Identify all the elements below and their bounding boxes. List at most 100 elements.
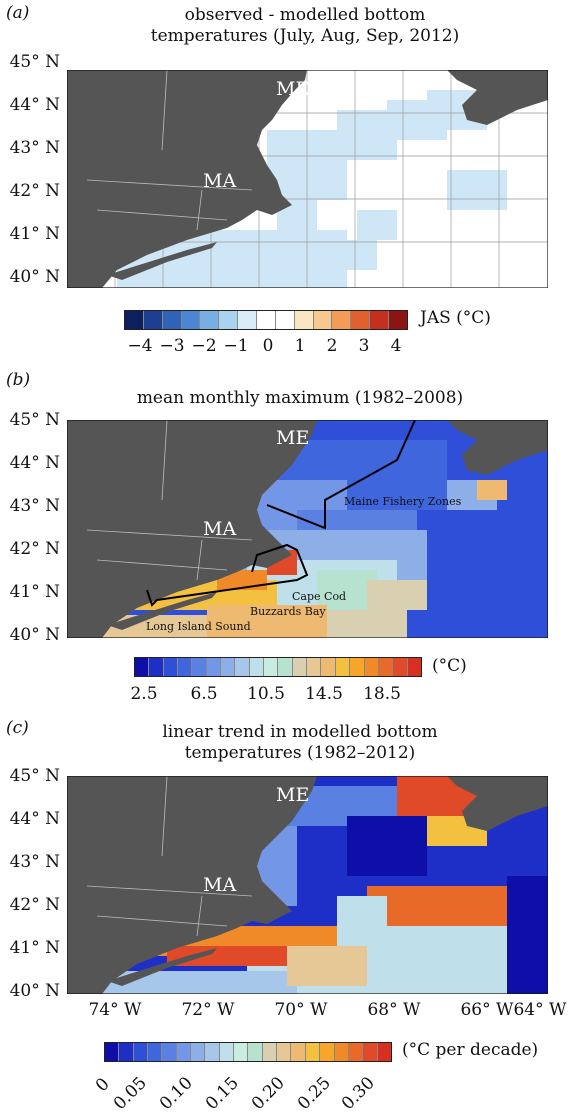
lat-label-41: 41° N xyxy=(9,582,60,602)
colorbar-swatch xyxy=(321,658,336,676)
colorbar-swatch xyxy=(278,658,293,676)
cbar-a-tick: 1 xyxy=(294,336,306,356)
colorbar-swatch xyxy=(313,311,333,329)
annotation-long-island-sound: Long Island Sound xyxy=(146,620,251,633)
panel-b-label: (b) xyxy=(6,370,31,390)
lat-label-45: 45° N xyxy=(9,766,60,786)
cbar-c-tick: 0.25 xyxy=(293,1073,335,1114)
panel-b-colorbar-ticks: 2.5 6.5 10.5 14.5 18.5 xyxy=(0,684,576,708)
lat-label-45: 45° N xyxy=(9,410,60,430)
colorbar-swatch xyxy=(163,658,179,676)
colorbar-swatch xyxy=(181,311,201,329)
colorbar-swatch xyxy=(363,1043,378,1061)
panel-b-borders xyxy=(86,420,253,581)
panel-b-label-me: ME xyxy=(276,427,310,449)
annotation-buzzards-bay: Buzzards Bay xyxy=(250,605,326,618)
colorbar-swatch xyxy=(257,311,276,329)
lat-label-40: 40° N xyxy=(9,267,60,287)
panel-c-mainland xyxy=(67,776,317,994)
cbar-c-tick: 0.20 xyxy=(247,1073,289,1114)
colorbar-swatch xyxy=(162,1043,177,1061)
lat-label-41: 41° N xyxy=(9,938,60,958)
lat-label-42: 42° N xyxy=(9,181,60,201)
lat-label-45: 45° N xyxy=(9,52,60,72)
panel-a-title-line1: observed - modelled bottom xyxy=(184,5,426,25)
panel-c-title: linear trend in modelled bottom temperat… xyxy=(90,722,510,764)
panel-a-colorbar-ticks: −4 −3 −2 −1 0 1 2 3 4 xyxy=(0,336,576,360)
panel-a-label-ma: MA xyxy=(203,170,237,192)
colorbar-swatch xyxy=(133,1043,149,1061)
colorbar-swatch xyxy=(351,311,371,329)
cbar-c-tick: 0.05 xyxy=(109,1073,151,1114)
lat-label-43: 43° N xyxy=(9,496,60,516)
panel-b-colorbar-label: (°C) xyxy=(432,656,467,676)
panel-c-label: (c) xyxy=(6,718,29,738)
colorbar-swatch xyxy=(192,658,207,676)
colorbar-swatch xyxy=(221,658,236,676)
lon-label-70: 70° W xyxy=(274,1000,328,1020)
lat-label-44: 44° N xyxy=(9,809,60,829)
colorbar-swatch xyxy=(350,658,365,676)
lat-label-40: 40° N xyxy=(9,981,60,1001)
colorbar-swatch xyxy=(149,658,164,676)
lat-label-40: 40° N xyxy=(9,625,60,645)
panel-c-nova-scotia xyxy=(447,776,548,831)
lat-label-44: 44° N xyxy=(9,95,60,115)
colorbar-swatch xyxy=(264,658,279,676)
colorbar-swatch xyxy=(238,311,258,329)
lon-label-66: 66° W xyxy=(460,1000,514,1020)
colorbar-swatch xyxy=(235,658,250,676)
lon-label-72: 72° W xyxy=(181,1000,235,1020)
lat-label-44: 44° N xyxy=(9,453,60,473)
cbar-b-tick: 18.5 xyxy=(363,684,401,704)
colorbar-swatch xyxy=(305,1043,321,1061)
colorbar-swatch xyxy=(307,658,322,676)
lon-label-74: 74° W xyxy=(88,1000,142,1020)
colorbar-swatch xyxy=(148,1043,163,1061)
cbar-a-tick: −3 xyxy=(159,336,185,356)
colorbar-swatch xyxy=(249,658,265,676)
cbar-a-tick: 3 xyxy=(358,336,370,356)
colorbar-swatch xyxy=(364,658,379,676)
colorbar-swatch xyxy=(275,311,295,329)
panel-b-mainland xyxy=(67,420,317,638)
colorbar-swatch xyxy=(378,658,394,676)
panel-b-label-ma: MA xyxy=(203,518,237,540)
colorbar-swatch xyxy=(291,1043,306,1061)
colorbar-swatch xyxy=(191,1043,206,1061)
cbar-a-tick: −1 xyxy=(223,336,249,356)
colorbar-swatch xyxy=(294,311,314,329)
lat-label-43: 43° N xyxy=(9,138,60,158)
panel-a-borders xyxy=(86,70,253,231)
panel-a-title: observed - modelled bottom temperatures … xyxy=(110,5,500,47)
panel-b-nova-scotia xyxy=(447,420,548,475)
panel-b-colorbar xyxy=(134,657,422,677)
panel-a-nova-scotia xyxy=(447,70,548,125)
colorbar-swatch xyxy=(292,658,308,676)
panel-a-mainland xyxy=(67,70,307,288)
lon-label-68: 68° W xyxy=(367,1000,421,1020)
cbar-b-tick: 2.5 xyxy=(130,684,158,704)
panel-c-colorbar xyxy=(104,1042,392,1062)
colorbar-swatch xyxy=(377,1043,391,1061)
panel-a-label: (a) xyxy=(6,3,30,23)
colorbar-swatch xyxy=(389,311,407,329)
colorbar-swatch xyxy=(206,658,222,676)
panel-b-title: mean monthly maximum (1982–2008) xyxy=(136,388,464,408)
lon-label-64: 64° W xyxy=(513,1000,567,1020)
colorbar-swatch xyxy=(348,1043,364,1061)
panel-c-long-island xyxy=(107,948,217,986)
colorbar-swatch xyxy=(135,658,150,676)
colorbar-swatch xyxy=(119,1043,134,1061)
colorbar-swatch xyxy=(277,1043,292,1061)
panel-a-long-island xyxy=(107,242,217,280)
panel-c-label-me: ME xyxy=(276,784,310,806)
panel-a-colorbar-label: JAS (°C) xyxy=(420,308,491,328)
cbar-a-tick: 4 xyxy=(390,336,402,356)
colorbar-swatch xyxy=(143,311,163,329)
colorbar-swatch xyxy=(332,311,352,329)
colorbar-swatch xyxy=(200,311,220,329)
cbar-c-tick: 0.15 xyxy=(201,1073,243,1114)
cbar-a-tick: −4 xyxy=(127,336,153,356)
panel-c-title-line2: temperatures (1982–2012) xyxy=(184,743,416,763)
